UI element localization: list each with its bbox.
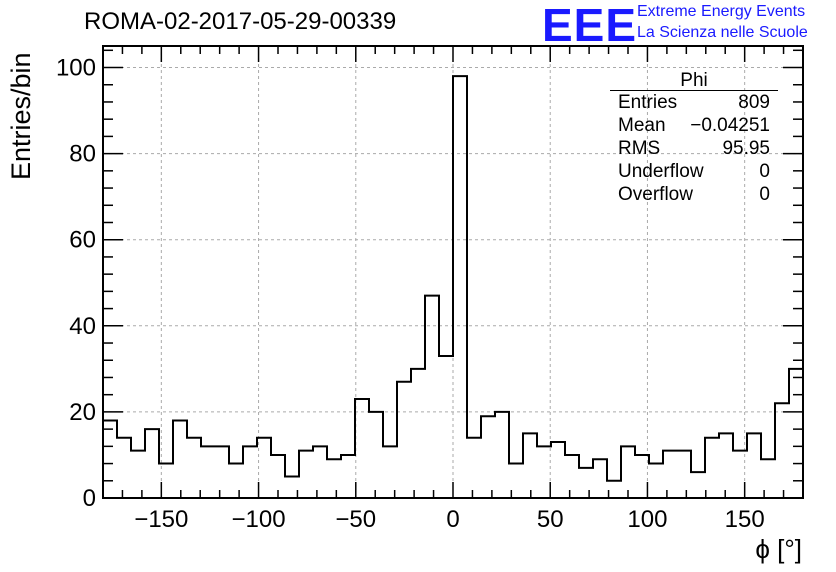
histogram-bin [299, 451, 313, 498]
histogram-bin [635, 455, 649, 498]
stats-label: Underflow [618, 161, 704, 182]
stats-row-mean: Mean −0.04251 [610, 114, 778, 137]
tick-labels: −150 −100 −50 0 50 100 150 0 20 40 60 80 100 [56, 55, 765, 533]
histogram-bin [397, 382, 411, 498]
stats-row-underflow: Underflow 0 [610, 160, 778, 183]
histogram-bin [663, 451, 677, 498]
histogram-bin [509, 464, 523, 498]
histogram-bin [481, 416, 495, 498]
y-axis-label: Entries/bin [6, 52, 36, 180]
x-axis-label: ϕ [°] [755, 534, 802, 564]
logo-subtitle-line2: La Scienza nelle Scuole [637, 24, 808, 41]
histogram-bin [467, 438, 481, 498]
histogram-bin [523, 433, 537, 498]
stats-row-rms: RMS 95.95 [610, 137, 778, 160]
y-tick-label: 100 [56, 55, 96, 82]
histogram-bin [411, 369, 425, 498]
histogram-bin [103, 421, 117, 498]
histogram-bin [425, 296, 439, 498]
stats-label: RMS [618, 138, 661, 159]
y-tick-label: 40 [69, 313, 96, 340]
plot-frame [102, 45, 804, 499]
histogram-bin [187, 438, 201, 498]
histogram-bin [453, 76, 467, 498]
histogram-outline [102, 75, 804, 498]
stats-value: 0 [759, 184, 770, 205]
histogram-bin [229, 464, 243, 498]
histogram-bin [201, 446, 215, 498]
histogram-bin [607, 481, 621, 498]
x-tick-label: 100 [627, 506, 667, 533]
eee-logo: EEE [542, 0, 638, 51]
stats-label: Mean [618, 115, 666, 136]
y-tick-label: 60 [69, 227, 96, 254]
y-tick-label: 20 [69, 399, 96, 426]
histogram-bin [677, 451, 691, 498]
histogram-bin [551, 442, 565, 498]
histogram-bin [705, 438, 719, 498]
histogram-bin [327, 459, 341, 498]
histogram-bars [102, 75, 804, 498]
stats-row-overflow: Overflow 0 [610, 183, 778, 206]
histogram-bin [145, 429, 159, 498]
histogram-bin [243, 446, 257, 498]
histogram-bin [691, 472, 705, 498]
histogram-bin [719, 433, 733, 498]
axis-ticks [103, 46, 803, 499]
stats-label: Entries [618, 92, 678, 113]
histogram-bin [257, 438, 271, 498]
histogram-bin [383, 446, 397, 498]
y-tick-label: 80 [69, 141, 96, 168]
histogram-bin [215, 446, 229, 498]
histogram-bin [313, 446, 327, 498]
x-tick-label: −150 [134, 506, 188, 533]
run-title: ROMA-02-2017-05-29-00339 [84, 8, 397, 35]
histogram-bin [159, 464, 173, 498]
histogram-bin [593, 459, 607, 498]
histogram-bin [355, 399, 369, 498]
stats-value: 95.95 [722, 138, 770, 159]
stats-title: Phi [610, 71, 778, 91]
x-tick-label: 0 [446, 506, 459, 533]
histogram-bin [733, 451, 747, 498]
histogram-bin [649, 464, 663, 498]
histogram-bin [789, 369, 803, 498]
histogram-bin [341, 455, 355, 498]
stats-value: 0 [759, 161, 770, 182]
stats-row-entries: Entries 809 [610, 91, 778, 114]
histogram-bin [439, 356, 453, 498]
histogram-bin [747, 433, 761, 498]
stats-value: 809 [738, 92, 770, 113]
histogram-bin [761, 459, 775, 498]
stats-value: −0.04251 [690, 115, 770, 136]
x-tick-label: −100 [232, 506, 286, 533]
histogram-bin [495, 412, 509, 498]
histogram-bin [537, 446, 551, 498]
histogram-bin [565, 455, 579, 498]
logo-subtitle-line1: Extreme Energy Events [637, 3, 806, 20]
stats-label: Overflow [618, 184, 693, 205]
histogram-bin [369, 412, 383, 498]
histogram-bin [271, 455, 285, 498]
x-tick-label: 50 [537, 506, 564, 533]
x-tick-label: 150 [725, 506, 765, 533]
histogram-bin [285, 476, 299, 498]
y-tick-label: 0 [83, 485, 96, 512]
histogram-bin [173, 421, 187, 498]
histogram-bin [775, 403, 789, 498]
x-tick-label: −50 [335, 506, 376, 533]
stats-box: Phi Entries 809 Mean −0.04251 RMS 95.95 … [610, 71, 778, 206]
histogram-bin [117, 438, 131, 498]
histogram-bin [579, 468, 593, 498]
histogram-bin [131, 451, 145, 498]
histogram-bin [621, 446, 635, 498]
